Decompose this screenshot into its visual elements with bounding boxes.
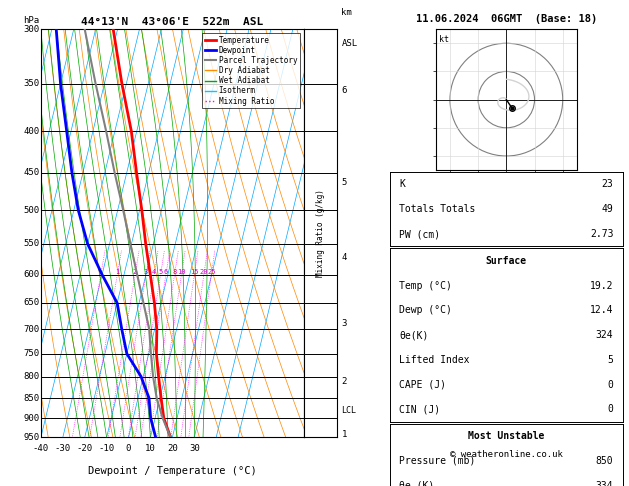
Text: 750: 750 <box>23 349 40 358</box>
Text: 19.2: 19.2 <box>590 280 613 291</box>
Text: 334: 334 <box>596 481 613 486</box>
Text: 2: 2 <box>342 377 347 386</box>
Text: -30: -30 <box>55 444 71 452</box>
Text: 400: 400 <box>23 126 40 136</box>
Text: 5: 5 <box>159 269 163 275</box>
Text: Surface: Surface <box>486 256 527 266</box>
Text: -20: -20 <box>77 444 92 452</box>
Text: 6: 6 <box>342 87 347 95</box>
Text: © weatheronline.co.uk: © weatheronline.co.uk <box>450 450 563 459</box>
Text: -40: -40 <box>33 444 49 452</box>
Text: Dewp (°C): Dewp (°C) <box>399 305 452 315</box>
Text: 23: 23 <box>602 179 613 190</box>
Text: 4: 4 <box>342 253 347 262</box>
Text: 15: 15 <box>190 269 199 275</box>
Text: 2: 2 <box>133 269 137 275</box>
Text: -10: -10 <box>99 444 114 452</box>
Text: 8: 8 <box>172 269 177 275</box>
Text: Dewpoint / Temperature (°C): Dewpoint / Temperature (°C) <box>88 466 257 476</box>
Text: km: km <box>342 8 352 17</box>
Text: 5: 5 <box>342 177 347 187</box>
Text: 6: 6 <box>164 269 168 275</box>
Text: 0: 0 <box>126 444 131 452</box>
Text: 5: 5 <box>608 355 613 365</box>
Text: 1: 1 <box>342 430 347 438</box>
Text: 49: 49 <box>602 204 613 214</box>
Text: CAPE (J): CAPE (J) <box>399 380 447 390</box>
Text: Most Unstable: Most Unstable <box>468 431 545 441</box>
Text: 1: 1 <box>115 269 120 275</box>
Text: 4: 4 <box>152 269 156 275</box>
Text: CIN (J): CIN (J) <box>399 404 440 415</box>
Title: 44°13'N  43°06'E  522m  ASL: 44°13'N 43°06'E 522m ASL <box>81 17 264 27</box>
Text: θe (K): θe (K) <box>399 481 435 486</box>
Text: 20: 20 <box>167 444 178 452</box>
Text: 20: 20 <box>199 269 208 275</box>
Text: 324: 324 <box>596 330 613 340</box>
Text: Lifted Index: Lifted Index <box>399 355 470 365</box>
Text: ASL: ASL <box>342 39 357 49</box>
Text: LCL: LCL <box>342 406 357 415</box>
Text: θe(K): θe(K) <box>399 330 429 340</box>
Text: 30: 30 <box>189 444 199 452</box>
Text: 300: 300 <box>23 25 40 34</box>
Text: 10: 10 <box>145 444 156 452</box>
Text: 12.4: 12.4 <box>590 305 613 315</box>
Text: 450: 450 <box>23 168 40 177</box>
Legend: Temperature, Dewpoint, Parcel Trajectory, Dry Adiabat, Wet Adiabat, Isotherm, Mi: Temperature, Dewpoint, Parcel Trajectory… <box>203 33 300 108</box>
Text: Pressure (mb): Pressure (mb) <box>399 456 476 466</box>
Text: 350: 350 <box>23 79 40 88</box>
Text: 900: 900 <box>23 414 40 423</box>
Text: 850: 850 <box>596 456 613 466</box>
Text: hPa: hPa <box>23 16 40 25</box>
Text: Temp (°C): Temp (°C) <box>399 280 452 291</box>
Text: 11.06.2024  06GMT  (Base: 18): 11.06.2024 06GMT (Base: 18) <box>416 14 597 24</box>
Text: 2.73: 2.73 <box>590 229 613 239</box>
Text: 10: 10 <box>177 269 186 275</box>
Text: 800: 800 <box>23 372 40 381</box>
Text: K: K <box>399 179 405 190</box>
Text: 550: 550 <box>23 239 40 248</box>
Text: Mixing Ratio (g/kg): Mixing Ratio (g/kg) <box>316 190 325 277</box>
Text: 3: 3 <box>342 319 347 328</box>
Text: kt: kt <box>438 35 448 44</box>
Text: 600: 600 <box>23 270 40 279</box>
Text: 0: 0 <box>608 404 613 415</box>
Text: 500: 500 <box>23 206 40 215</box>
Text: 700: 700 <box>23 325 40 334</box>
Text: 650: 650 <box>23 298 40 308</box>
Text: Totals Totals: Totals Totals <box>399 204 476 214</box>
Text: PW (cm): PW (cm) <box>399 229 440 239</box>
Text: 0: 0 <box>608 380 613 390</box>
Text: 950: 950 <box>23 433 40 442</box>
Text: 850: 850 <box>23 394 40 402</box>
Text: 25: 25 <box>207 269 216 275</box>
Text: 3: 3 <box>144 269 148 275</box>
